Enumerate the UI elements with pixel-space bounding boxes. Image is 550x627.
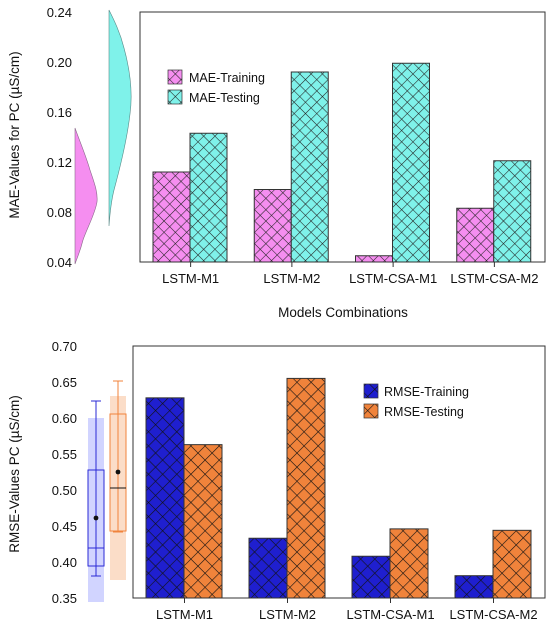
- rmse-x-tick-label: LSTM-M1: [156, 607, 213, 622]
- mae-bar-testing: [493, 160, 532, 263]
- rmse-y-tick-label: 0.40: [52, 555, 77, 570]
- mae-x-tick-label: LSTM-M1: [162, 271, 219, 286]
- rmse-boxplot: [87, 380, 127, 602]
- mae-bar-testing: [392, 62, 430, 263]
- mae-plot-frame: [139, 11, 546, 263]
- rmse-y-tick-label: 0.65: [52, 375, 77, 390]
- mae-x-tick-label: LSTM-CSA-M2: [450, 271, 538, 286]
- legend-label-mae-training: MAE-Training: [189, 71, 265, 85]
- rmse-y-tick-label: 0.55: [52, 447, 77, 462]
- mae-bar-testing: [189, 132, 228, 263]
- legend-swatch-mae-testing: [167, 89, 183, 105]
- rmse-bar-training: [351, 555, 391, 599]
- legend-swatch-rmse-training: [363, 383, 379, 399]
- mae-bar-training: [456, 207, 495, 263]
- mae-x-axis: LSTM-M1 LSTM-M2 LSTM-CSA-M1 LSTM-CSA-M2: [162, 262, 538, 286]
- mae-bar-training: [355, 255, 393, 263]
- rmse-y-axis-label: RMSE-Values PC (µS/cm): [7, 395, 22, 553]
- rmse-y-tick-label: 0.70: [52, 339, 77, 354]
- rmse-x-tick-label: LSTM-CSA-M1: [346, 607, 434, 622]
- rmse-y-tick-label: 0.60: [52, 411, 77, 426]
- rmse-bar-testing: [492, 529, 532, 599]
- rmse-bar-testing: [286, 377, 326, 599]
- mae-y-tick-label: 0.16: [47, 105, 72, 120]
- mae-y-tick-label: 0.08: [47, 205, 72, 220]
- rmse-y-axis: 0.35 0.40 0.45 0.50 0.55 0.60 0.65 0.70: [52, 339, 77, 606]
- rmse-bar-training: [145, 397, 185, 599]
- rmse-bars: [145, 377, 532, 599]
- rmse-y-tick-label: 0.50: [52, 483, 77, 498]
- mae-bar-training: [152, 171, 191, 263]
- legend-swatch-rmse-testing: [363, 403, 379, 419]
- rmse-x-tick-label: LSTM-M2: [259, 607, 316, 622]
- legend-label-rmse-training: RMSE-Training: [384, 385, 469, 399]
- mae-testing-distribution: [108, 9, 132, 227]
- legend-swatch-mae-training: [167, 69, 183, 85]
- mae-bars: [152, 62, 532, 263]
- mae-bar-training: [253, 189, 292, 263]
- rmse-training-box: [87, 469, 105, 567]
- mae-legend: MAE-Training MAE-Testing: [167, 69, 265, 105]
- rmse-training-mean: [93, 515, 99, 521]
- mae-bar-testing: [290, 71, 329, 263]
- legend-label-rmse-testing: RMSE-Testing: [384, 405, 464, 419]
- mae-y-tick-label: 0.24: [47, 5, 72, 20]
- rmse-x-tick-label: LSTM-CSA-M2: [449, 607, 537, 622]
- mae-y-tick-label: 0.12: [47, 155, 72, 170]
- mae-training-distribution: [74, 127, 98, 265]
- mae-y-axis-label: MAE-Values for PC (µS/cm): [7, 51, 22, 218]
- mae-distribution-plot: [74, 9, 132, 265]
- mae-y-tick-label: 0.04: [47, 255, 72, 270]
- rmse-chart: 0.35 0.40 0.45 0.50 0.55 0.60 0.65 0.70 RMSE-Va…: [7, 339, 546, 622]
- mae-x-tick-label: LSTM-CSA-M1: [349, 271, 437, 286]
- rmse-plot-frame: [132, 345, 546, 599]
- rmse-y-tick-label: 0.35: [52, 591, 77, 606]
- rmse-bar-training: [454, 575, 494, 599]
- mae-y-axis: 0.04 0.08 0.12 0.16 0.20 0.24: [47, 5, 72, 270]
- rmse-legend: RMSE-Training RMSE-Testing: [363, 383, 469, 419]
- rmse-bar-training: [248, 537, 288, 599]
- mae-y-tick-label: 0.20: [47, 55, 72, 70]
- rmse-bar-testing: [183, 444, 223, 599]
- mae-x-tick-label: LSTM-M2: [263, 271, 320, 286]
- rmse-testing-box: [109, 413, 127, 532]
- legend-label-mae-testing: MAE-Testing: [189, 91, 260, 105]
- rmse-testing-mean: [115, 469, 121, 475]
- mae-chart: 0.04 0.08 0.12 0.16 0.20 0.24 MAE-Values for …: [7, 5, 546, 320]
- rmse-y-tick-label: 0.45: [52, 519, 77, 534]
- mae-x-axis-label: Models Combinations: [278, 305, 408, 320]
- rmse-bar-testing: [389, 528, 429, 599]
- rmse-x-axis: LSTM-M1 LSTM-M2 LSTM-CSA-M1 LSTM-CSA-M2: [156, 598, 538, 622]
